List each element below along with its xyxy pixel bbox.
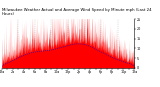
Text: Milwaukee Weather Actual and Average Wind Speed by Minute mph (Last 24 Hours): Milwaukee Weather Actual and Average Win…: [2, 8, 151, 16]
